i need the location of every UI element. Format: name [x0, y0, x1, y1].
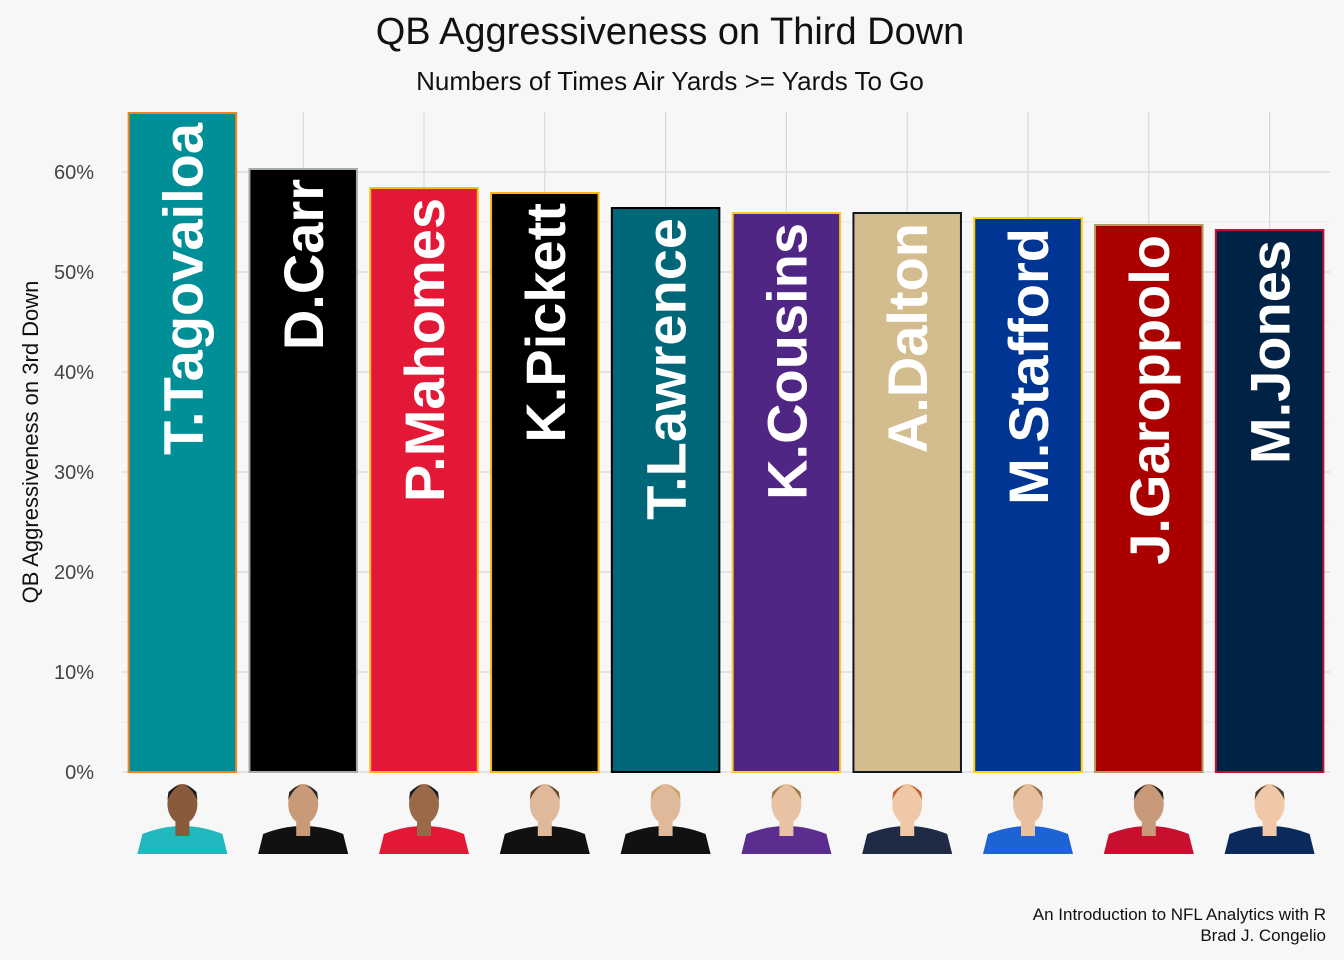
bar-label: T.Tagovailoa: [151, 122, 214, 455]
bar-ttagovailoa: [127, 112, 238, 773]
y-tick-label: 20%: [54, 562, 94, 584]
y-axis-label: QB Aggressiveness on 3rd Down: [18, 281, 43, 604]
bar-mjones: [1214, 229, 1325, 773]
y-axis-ticks: 0% 10% 20% 30% 40% 50% 60%: [54, 162, 94, 784]
y-tick-label: 10%: [54, 662, 94, 684]
bar-label: P.Mahomes: [393, 198, 456, 502]
y-tick-label: 30%: [54, 462, 94, 484]
bar-adalton: [852, 212, 962, 773]
bar-label: A.Dalton: [876, 223, 939, 453]
y-tick-label: 60%: [54, 162, 94, 184]
player-headshot: [499, 784, 590, 854]
player-headshot: [379, 784, 469, 854]
bar-label: M.Jones: [1239, 240, 1302, 464]
bar-label: K.Cousins: [755, 223, 818, 500]
player-headshot: [1224, 784, 1315, 854]
bar-kcousins: [731, 212, 842, 773]
caption-line-1: An Introduction to NFL Analytics with R: [1033, 905, 1326, 924]
player-headshot: [137, 784, 228, 854]
y-tick-label: 50%: [54, 262, 94, 284]
player-headshot: [620, 784, 711, 854]
bar-label: D.Carr: [272, 179, 335, 350]
chart-title: QB Aggressiveness on Third Down: [376, 11, 965, 53]
player-headshots: [137, 784, 1315, 854]
bars: T.Tagovailoa D.Carr P.Mahomes K.Pickett T.La…: [127, 112, 1325, 773]
player-headshot: [258, 784, 349, 854]
y-tick-label: 40%: [54, 362, 94, 384]
bar-dcarr: [248, 168, 358, 773]
bar-label: J.Garoppolo: [1118, 235, 1181, 565]
chart-subtitle: Numbers of Times Air Yards >= Yards To G…: [416, 66, 924, 96]
caption-line-2: Brad J. Congelio: [1200, 926, 1326, 945]
bar-tlawrence: [610, 207, 721, 773]
bar-mstafford: [973, 217, 1083, 773]
player-headshot: [983, 784, 1073, 854]
bar-label: T.Lawrence: [635, 218, 698, 520]
bar-label: K.Pickett: [514, 203, 577, 443]
bar-label: M.Stafford: [997, 228, 1060, 505]
bar-pmahomes: [369, 187, 479, 773]
player-headshot: [862, 784, 953, 854]
bar-jgaroppolo: [1094, 224, 1204, 773]
player-headshot: [1103, 784, 1194, 854]
bar-kpickett: [490, 192, 600, 773]
y-tick-label: 0%: [65, 762, 94, 784]
player-headshot: [741, 784, 832, 854]
